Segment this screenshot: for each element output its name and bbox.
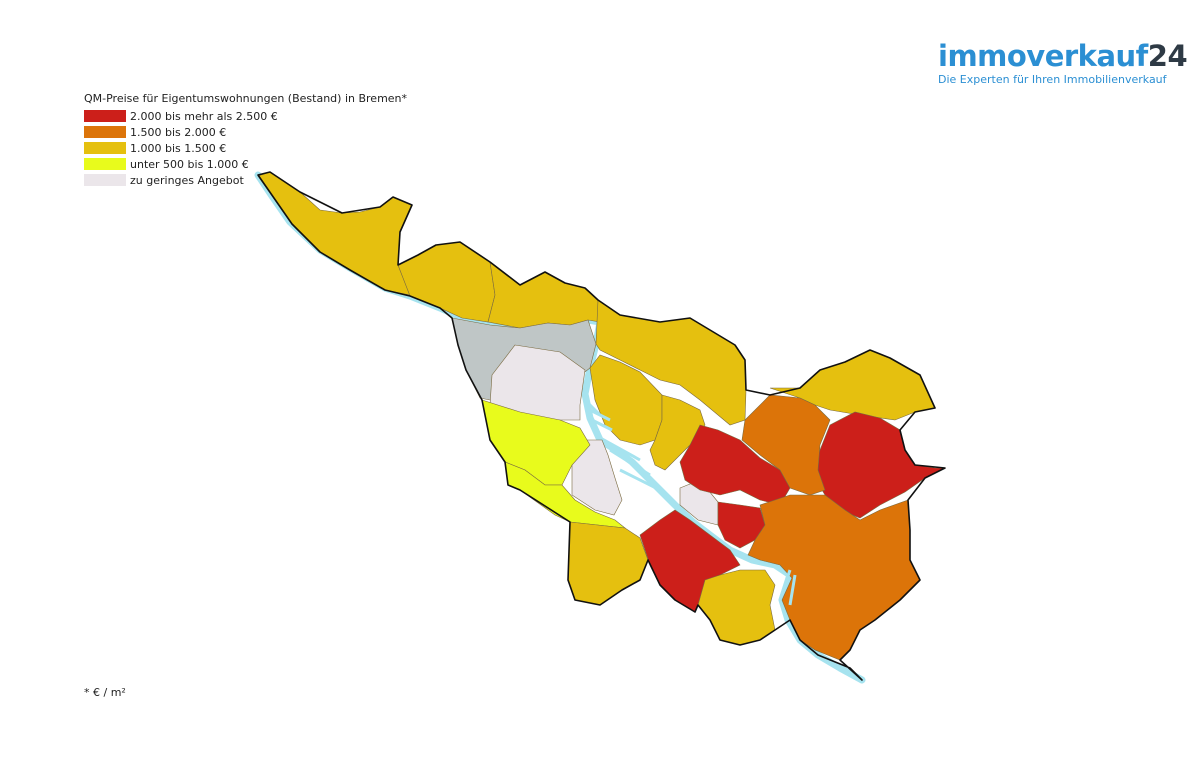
legend-item-price-1500-2000: 1.500 bis 2.000 €	[84, 124, 407, 140]
legend-label: 1.000 bis 1.500 €	[130, 141, 227, 155]
legend-label: 1.500 bis 2.000 €	[130, 125, 227, 139]
district-blumenthal	[257, 171, 413, 296]
legend-title: QM-Preise für Eigentumswohnungen (Bestan…	[84, 92, 408, 105]
legend-swatch	[84, 142, 126, 154]
harbor-quays	[583, 398, 797, 606]
legend-label: zu geringes Angebot	[130, 173, 244, 187]
legend-label: 2.000 bis mehr als 2.500 €	[130, 109, 278, 123]
footnote: * € / m²	[84, 686, 126, 699]
bremen-city-boundary	[257, 171, 946, 681]
legend-swatch	[84, 174, 126, 186]
district-findorff	[649, 394, 706, 471]
district-woltmershausen-port	[571, 439, 623, 516]
district-vegesack	[397, 241, 496, 323]
district-obervieland	[697, 569, 776, 646]
legend-label: unter 500 bis 1.000 €	[130, 157, 249, 171]
map-legend: QM-Preise für Eigentumswohnungen (Bestan…	[84, 92, 407, 188]
brand-tagline: Die Experten für Ihren Immobilienverkauf	[938, 73, 1167, 86]
district-schwachhausen	[679, 424, 791, 506]
legend-item-insufficient-supply: zu geringes Angebot	[84, 172, 407, 188]
legend-item-price-2000-2500: 2.000 bis mehr als 2.500 €	[84, 108, 407, 124]
legend-swatch	[84, 126, 126, 138]
brand-wordmark: immoverkauf24	[938, 39, 1188, 73]
brand-logo: immoverkauf24 Die Experten für Ihren Imm…	[938, 39, 1188, 86]
district-oberneuland	[747, 494, 921, 661]
legend-swatch	[84, 158, 126, 170]
district-vahr	[741, 394, 831, 496]
legend-item-price-1000-1500: 1.000 bis 1.500 €	[84, 140, 407, 156]
legend-swatch	[84, 110, 126, 122]
brand-number: 24	[1147, 39, 1188, 73]
legend-item-price-500-1000: unter 500 bis 1.000 €	[84, 156, 407, 172]
district-huchting	[567, 521, 649, 606]
brand-name: immoverkauf	[938, 39, 1148, 73]
